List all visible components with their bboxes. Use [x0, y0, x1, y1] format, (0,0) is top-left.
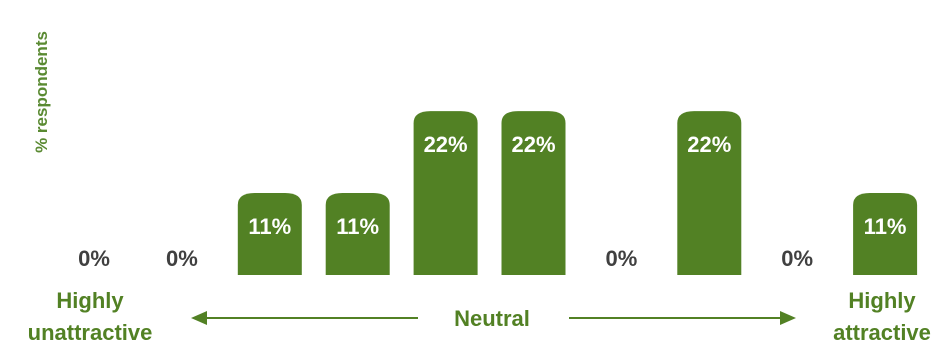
bar-10 [853, 193, 918, 275]
right-scale-label-line2: attractive [833, 320, 931, 345]
left-scale-label-line1: Highly [56, 288, 124, 313]
value-label-8: 22% [687, 132, 731, 157]
value-label-2: 0% [166, 246, 198, 271]
bar-8 [677, 111, 742, 275]
value-label-4: 11% [336, 214, 379, 239]
left-scale-label-line2: unattractive [28, 320, 153, 345]
right-arrowhead [780, 311, 796, 325]
bars-group [237, 111, 918, 275]
value-label-9: 0% [781, 246, 813, 271]
bar-4 [325, 193, 390, 275]
value-labels-group: 0% 0% 11% 11% 22% 22% 0% 22% 0% 11% [78, 132, 906, 271]
left-arrowhead [191, 311, 207, 325]
value-label-5: 22% [424, 132, 468, 157]
bar-5 [413, 111, 478, 275]
value-label-1: 0% [78, 246, 110, 271]
value-label-10: 11% [864, 214, 907, 239]
value-label-7: 0% [606, 246, 638, 271]
center-scale-label: Neutral [454, 306, 530, 331]
y-axis-label: % respondents [32, 31, 51, 153]
bar-6 [501, 111, 566, 275]
value-label-3: 11% [248, 214, 291, 239]
value-label-6: 22% [511, 132, 555, 157]
bar-3 [237, 193, 302, 275]
right-scale-label-line1: Highly [848, 288, 916, 313]
